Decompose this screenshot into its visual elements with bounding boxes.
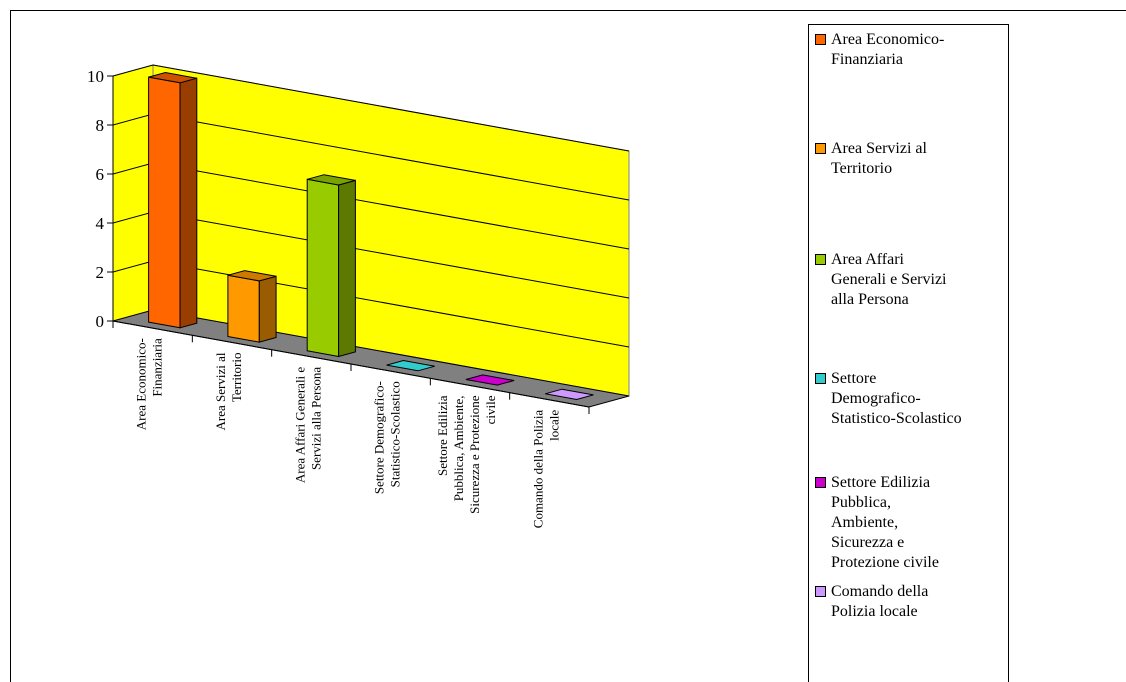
y-tick-label-3: 6 <box>96 165 105 184</box>
bar-5 <box>465 374 515 386</box>
bar-side-2 <box>258 275 277 343</box>
side-wall <box>112 64 154 322</box>
bar-top-2 <box>227 270 277 282</box>
bar-front-1 <box>148 76 181 329</box>
legend-label-1: Area Economico- Finanziaria <box>831 31 945 68</box>
y-tick-label-1: 2 <box>96 263 105 282</box>
chart-frame <box>10 10 1126 682</box>
chart-legend: Area Economico- Finanziaria Area Servizi… <box>808 24 1009 682</box>
legend-label-4: Settore Demografico- Statistico-Scolasti… <box>831 370 962 427</box>
bar-3 <box>306 174 356 358</box>
bar-top-1 <box>148 71 197 84</box>
y-tick-label-5: 10 <box>87 67 104 86</box>
x-tick-label-4: Settore Demografico-Statistico-Scolastic… <box>372 381 403 494</box>
legend-swatch-6 <box>815 586 826 597</box>
legend-label-5: Settore Edilizia Pubblica, Ambiente, Sic… <box>831 474 939 571</box>
back-wall <box>152 64 630 397</box>
bar-2 <box>227 270 277 343</box>
bar-4 <box>386 359 435 372</box>
bar-top-3 <box>307 174 356 186</box>
legend-label-6: Comando della Polizia locale <box>831 583 929 620</box>
bar-6 <box>545 388 594 401</box>
x-tick-label-5: Settore EdiliziaPubblica, Ambiente,Sicur… <box>435 395 498 514</box>
x-tick-label-6: Comando della Polizialocale <box>530 410 561 529</box>
bar-side-1 <box>179 77 198 329</box>
legend-swatch-1 <box>815 34 826 45</box>
y-tick-label-0: 0 <box>96 312 105 331</box>
x-tick-label-1: Area Economico-Finanziaria <box>134 338 165 430</box>
bar-side-3 <box>338 179 356 358</box>
legend-swatch-2 <box>815 143 826 154</box>
legend-label-2: Area Servizi al Territorio <box>831 140 927 177</box>
legend-swatch-5 <box>815 477 826 488</box>
legend-label-3: Area Affari Generali e Servizi alla Pers… <box>831 251 947 308</box>
bar-top-5 <box>465 374 515 386</box>
bar-top-4 <box>386 359 435 372</box>
y-tick-label-4: 8 <box>96 116 105 135</box>
bar-1 <box>148 71 198 329</box>
bar-front-2 <box>227 274 260 343</box>
bar-front-3 <box>306 178 340 358</box>
bar-chart-3d: 0 2 4 6 8 10 Area Economico-Finanziaria Area Se… <box>87 64 630 529</box>
x-tick-label-2: Area Servizi alTerritorio <box>213 352 244 430</box>
legend-swatch-3 <box>815 254 826 265</box>
gridline-5 <box>112 64 630 152</box>
legend-swatch-4 <box>815 373 826 384</box>
y-tick-label-2: 4 <box>96 214 105 233</box>
bar-top-6 <box>545 388 594 401</box>
x-tick-label-3: Area Affari Generali eServizi alla Perso… <box>292 367 323 484</box>
